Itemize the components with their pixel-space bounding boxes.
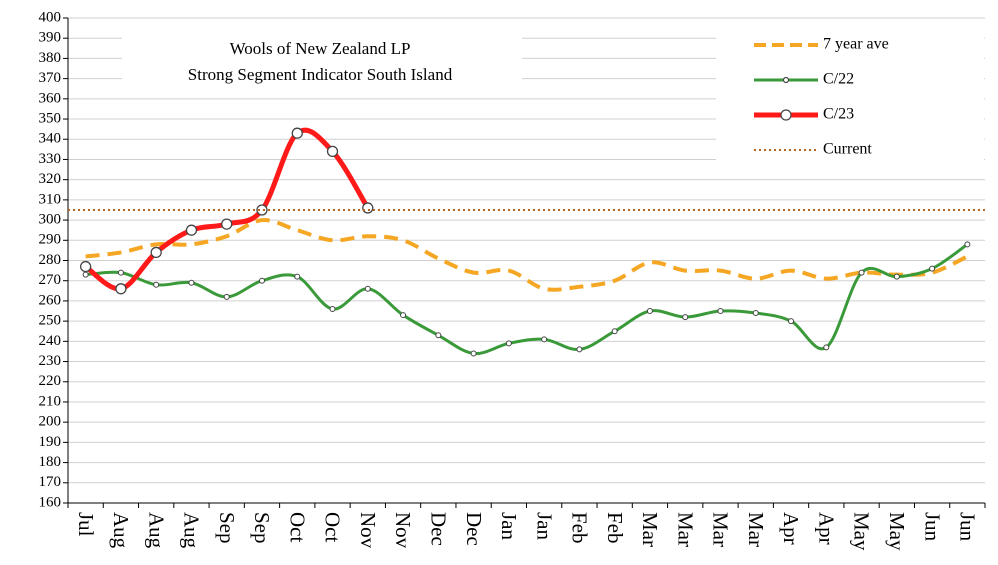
x-tick-label: Oct: [285, 512, 309, 542]
point-marker: [576, 346, 583, 353]
x-tick-label: Feb: [568, 512, 592, 544]
y-tick-label: 240: [39, 333, 62, 349]
y-tick-label: 170: [39, 474, 62, 490]
x-tick-label: Nov: [356, 512, 380, 549]
y-tick-label: 300: [39, 212, 62, 228]
y-tick-label: 320: [39, 171, 62, 187]
point-marker: [400, 312, 407, 319]
point-marker: [188, 279, 195, 286]
y-tick-label: 160: [39, 494, 62, 510]
point-marker: [362, 202, 374, 214]
point-marker: [858, 269, 865, 276]
x-tick-label: Dec: [427, 512, 451, 546]
point-marker: [115, 283, 127, 295]
x-tick-label: Apr: [779, 512, 803, 545]
legend-marker: [782, 76, 790, 84]
x-tick-label: May: [850, 512, 874, 551]
x-tick-label: Jan: [497, 512, 521, 540]
point-marker: [329, 306, 336, 312]
legend-label: C/23: [823, 106, 854, 123]
point-marker: [929, 265, 936, 272]
x-tick-label: Sep: [250, 512, 274, 544]
x-tick-label: Oct: [321, 512, 345, 542]
y-tick-label: 370: [39, 70, 62, 86]
x-tick-label: Aug: [180, 512, 204, 549]
y-tick-label: 340: [39, 131, 62, 147]
x-tick-label: Mar: [709, 512, 733, 547]
point-marker: [964, 241, 971, 248]
plot-area: [68, 127, 985, 357]
x-tick-label: Mar: [744, 512, 768, 547]
point-marker: [505, 340, 512, 347]
x-tick-label: Aug: [144, 512, 168, 549]
x-tick-label: Feb: [603, 512, 627, 544]
chart-subtitle: Strong Segment Indicator South Island: [188, 65, 453, 84]
point-marker: [682, 314, 689, 321]
legend-label: Current: [823, 141, 872, 158]
legend-label: 7 year ave: [823, 36, 889, 53]
legend: 7 year ave C/22 C/23 Current: [716, 28, 984, 166]
y-tick-label: 270: [39, 272, 62, 288]
y-tick-label: 220: [39, 373, 62, 389]
point-marker: [788, 318, 795, 325]
point-marker: [291, 127, 303, 139]
legend-label: C/22: [823, 71, 854, 88]
point-marker: [150, 246, 162, 259]
x-tick-label: Jun: [920, 512, 944, 542]
y-tick-label: 380: [39, 50, 62, 66]
point-marker: [611, 328, 618, 335]
y-tick-label: 330: [39, 151, 62, 167]
x-tick-label: Nov: [391, 512, 415, 549]
point-marker: [294, 273, 301, 280]
point-marker: [258, 277, 265, 284]
point-marker: [646, 308, 653, 315]
point-marker: [326, 145, 339, 158]
x-tick-label: Sep: [215, 512, 239, 544]
point-marker: [752, 310, 759, 317]
x-tick-label: Jan: [532, 512, 556, 540]
point-marker: [223, 293, 230, 300]
y-tick-label: 210: [39, 393, 62, 409]
chart-title: Wools of New Zealand LP: [230, 39, 411, 58]
y-tick-label: 390: [39, 30, 62, 46]
y-tick-label: 290: [39, 232, 62, 248]
point-marker: [79, 260, 92, 273]
point-marker: [117, 269, 124, 276]
title-box: [122, 30, 522, 96]
x-tick-label: Aug: [109, 512, 133, 549]
point-marker: [256, 204, 268, 216]
x-tick-label: Mar: [638, 512, 662, 547]
point-marker: [221, 218, 233, 230]
point-marker: [185, 224, 198, 236]
y-tick-label: 400: [39, 9, 62, 25]
point-marker: [470, 350, 477, 357]
x-tick-label: May: [885, 512, 909, 551]
y-tick-label: 360: [39, 90, 62, 106]
x-tick-label: Dec: [462, 512, 486, 546]
y-tick-label: 350: [39, 110, 62, 126]
y-tick-label: 250: [39, 313, 62, 329]
point-marker: [541, 336, 548, 343]
x-tick-label: Jul: [74, 512, 98, 537]
point-marker: [893, 273, 900, 280]
x-tick-label: Apr: [814, 512, 838, 545]
legend-box: [716, 28, 984, 166]
point-marker: [82, 271, 89, 278]
y-tick-label: 260: [39, 292, 62, 308]
point-marker: [364, 285, 371, 292]
point-marker: [435, 332, 442, 339]
x-tick-label: Jun: [956, 512, 980, 542]
y-tick-label: 190: [39, 434, 62, 450]
y-tick-label: 280: [39, 252, 62, 268]
legend-marker: [780, 109, 792, 121]
y-tick-label: 310: [39, 191, 62, 207]
y-tick-label: 230: [39, 353, 62, 369]
x-tick-label: Mar: [673, 512, 697, 547]
point-marker: [717, 308, 724, 315]
point-marker: [823, 344, 830, 351]
y-tick-label: 180: [39, 454, 62, 470]
y-tick-label: 200: [39, 414, 62, 430]
point-marker: [153, 281, 160, 288]
